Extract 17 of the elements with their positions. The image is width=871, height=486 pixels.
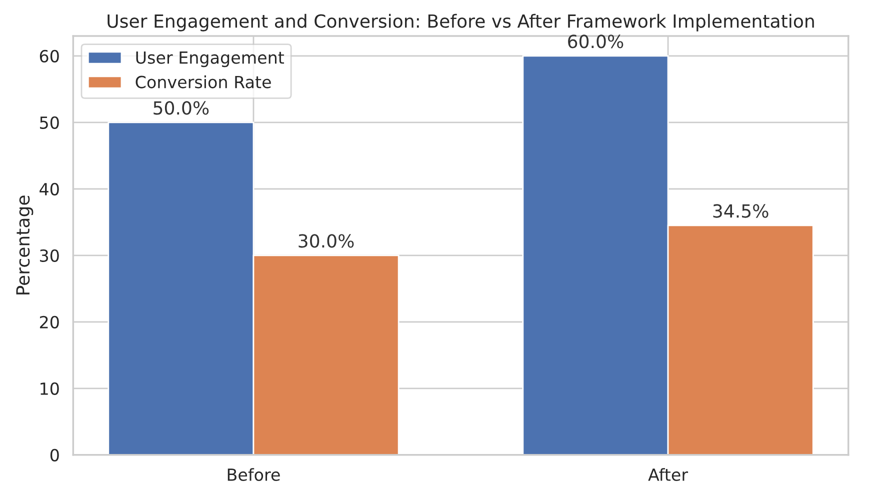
y-tick-label: 60: [40, 50, 59, 62]
data-label: 50.0%: [154, 101, 209, 115]
y-tick-label: 0: [50, 448, 59, 462]
y-tick-label: 10: [40, 382, 59, 395]
legend-label: Conversion Rate: [136, 75, 271, 88]
chart-title: User Engagement and Conversion: Before vs After Framework Implementation: [108, 14, 814, 32]
data-label: 60.0%: [568, 34, 624, 48]
data-label: 34.5%: [713, 204, 768, 218]
y-tick-label: 40: [40, 182, 59, 196]
y-tick-label: 50: [40, 116, 59, 129]
x-tick-label: Before: [228, 468, 280, 481]
y-axis-title: Percentage: [16, 196, 34, 294]
x-tick-label: After: [648, 468, 688, 481]
y-tick-label: 20: [40, 316, 59, 328]
data-label: 30.0%: [298, 234, 354, 248]
y-tick-label: 30: [40, 249, 59, 262]
legend-label: User Engagement: [136, 51, 284, 68]
